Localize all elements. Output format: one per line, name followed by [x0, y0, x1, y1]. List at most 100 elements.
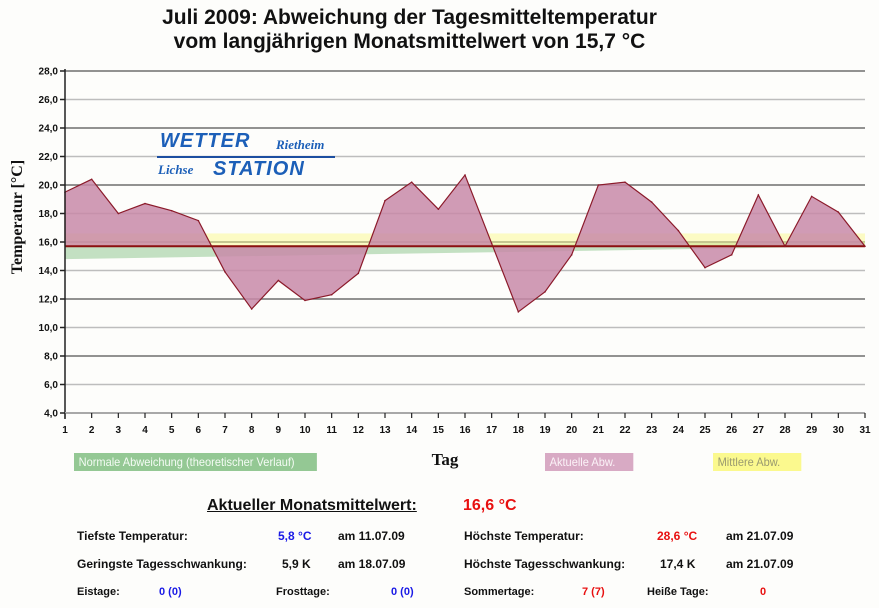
- x-tick-label: 9: [276, 425, 282, 436]
- min-temp-date: am 11.07.09: [338, 529, 405, 543]
- heisse-tage-value: 0: [760, 586, 767, 598]
- x-tick-label: 5: [169, 425, 175, 436]
- x-tick-label: 21: [593, 425, 605, 436]
- data-point: [784, 245, 786, 248]
- x-tick-label: 23: [646, 425, 658, 436]
- max-range-label: Höchste Tagesschwankung:: [464, 557, 626, 571]
- y-tick-label: 12,0: [39, 295, 59, 306]
- x-tick-label: 20: [566, 425, 578, 436]
- x-axis-label: Tag: [431, 450, 459, 469]
- monthly-mean-label: Aktueller Monatsmittelwert:: [207, 497, 417, 514]
- y-tick-label: 18,0: [39, 209, 59, 220]
- data-point: [624, 181, 626, 183]
- sommertage-label: Sommertage:: [464, 586, 535, 598]
- data-point: [650, 201, 653, 203]
- x-tick-label: 29: [806, 425, 818, 436]
- data-point: [544, 291, 546, 293]
- data-point: [90, 178, 93, 181]
- x-tick-label: 28: [779, 425, 791, 436]
- legend-mean-deviation: Mittlere Abw.: [713, 453, 802, 471]
- data-point: [224, 271, 226, 273]
- x-tick-label: 14: [406, 425, 418, 436]
- x-tick-label: 19: [539, 425, 551, 436]
- x-tick-label: 24: [673, 425, 685, 436]
- logo-place-lichse: Lichse: [158, 162, 194, 177]
- x-tick-label: 22: [619, 425, 631, 436]
- max-temp-value: 28,6 °C: [657, 529, 698, 543]
- x-tick-labels: 1 2 3 4 5 6 7 8 9 10 11 12 13 14 15 16 17 18 19 20 21 22 23 24 2…: [62, 425, 871, 436]
- x-tick-label: 30: [833, 425, 845, 436]
- x-tick-label: 12: [353, 425, 365, 436]
- chart-title-line1: Juli 2009: Abweichung der Tagesmitteltem…: [162, 6, 657, 29]
- y-tick-label: 6,0: [44, 380, 58, 391]
- chart-plot: 4,0 6,0 8,0 10,0 12,0 14,0 16,0 18,0 20,0 22,0 24,…: [39, 67, 871, 437]
- x-tick-label: 1: [62, 425, 68, 436]
- x-tick-label: 27: [753, 425, 765, 436]
- y-tick-label: 26,0: [39, 95, 59, 106]
- data-point: [517, 311, 520, 313]
- min-range-label: Geringste Tagesschwankung:: [77, 557, 247, 571]
- data-point: [730, 254, 733, 256]
- y-tick-label: 22,0: [39, 152, 59, 163]
- x-tick-label: 6: [196, 425, 202, 436]
- x-tick-label: 25: [699, 425, 711, 436]
- y-tick-label: 8,0: [44, 352, 58, 363]
- data-point: [250, 308, 253, 310]
- monthly-mean-value: 16,6 °C: [463, 497, 517, 514]
- axes: [60, 69, 866, 419]
- data-point: [837, 211, 840, 213]
- data-point: [864, 245, 866, 248]
- heisse-tage-label: Heiße Tage:: [647, 586, 709, 598]
- y-tick-label: 16,0: [39, 238, 59, 249]
- logo-place-rietheim: Rietheim: [276, 137, 325, 152]
- x-tick-label: 10: [299, 425, 311, 436]
- logo-divider: [157, 156, 335, 158]
- max-range-date: am 21.07.09: [726, 557, 794, 571]
- data-point: [597, 184, 600, 186]
- x-tick-label: 13: [379, 425, 391, 436]
- data-point: [117, 212, 120, 215]
- data-point: [170, 209, 173, 212]
- x-tick-label: 4: [142, 425, 148, 436]
- data-point: [464, 174, 466, 176]
- data-point: [357, 272, 360, 275]
- frosttage-label: Frosttage:: [276, 586, 330, 598]
- data-point: [144, 202, 146, 205]
- data-point: [197, 219, 200, 222]
- sommertage-value: 7 (7): [582, 586, 605, 598]
- data-point: [277, 279, 280, 282]
- eistage-value: 0 (0): [159, 586, 182, 598]
- legend-actual-deviation: Aktuelle Abw.: [545, 453, 634, 471]
- chart-title-line2: vom langjährigen Monatsmittelwert von 15…: [173, 30, 646, 53]
- data-point: [330, 293, 333, 296]
- max-temp-label: Höchste Temperatur:: [464, 529, 584, 543]
- y-tick-label: 4,0: [44, 409, 58, 420]
- grid-lines: [65, 70, 865, 386]
- data-point: [384, 199, 386, 202]
- data-point: [704, 266, 706, 269]
- data-point: [810, 195, 813, 198]
- x-tick-label: 11: [326, 425, 337, 436]
- max-temp-date: am 21.07.09: [726, 529, 794, 543]
- x-tick-label: 15: [433, 425, 445, 436]
- x-tick-label: 17: [486, 425, 498, 436]
- y-tick-label: 24,0: [39, 124, 59, 135]
- legend-normal-deviation: Normale Abweichung (theoretischer Verlau…: [74, 453, 317, 471]
- max-range-value: 17,4 K: [660, 557, 696, 571]
- data-point: [757, 194, 760, 196]
- y-tick-label: 20,0: [39, 181, 59, 192]
- data-point: [410, 181, 413, 183]
- logo-word-station: STATION: [213, 158, 305, 180]
- wetterstation-logo: WETTER Rietheim Lichse STATION: [157, 130, 337, 184]
- y-tick-label: 14,0: [39, 266, 59, 277]
- x-tick-label: 16: [459, 425, 471, 436]
- actual-deviation-fill: [65, 175, 865, 312]
- data-point: [677, 229, 680, 232]
- min-temp-label: Tiefste Temperatur:: [77, 529, 188, 543]
- y-tick-labels: 4,0 6,0 8,0 10,0 12,0 14,0 16,0 18,0 20,0 22,0 24,…: [39, 67, 59, 420]
- actual-deviation-area: [64, 173, 866, 313]
- x-tick-label: 31: [859, 425, 871, 436]
- logo-word-wetter: WETTER: [160, 130, 251, 152]
- x-tick-label: 8: [249, 425, 255, 436]
- min-range-value: 5,9 K: [282, 557, 311, 571]
